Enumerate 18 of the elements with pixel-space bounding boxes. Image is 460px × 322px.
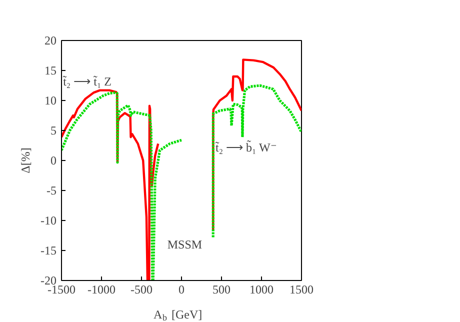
x-tick-label: 500 (212, 282, 230, 296)
y-tick-label: -5 (46, 184, 57, 198)
y-axis-title: Δ[%] (18, 148, 33, 174)
x-tick-label: 1000 (250, 282, 274, 296)
x-tick-label: -500 (130, 282, 152, 296)
annotation: t̃₂ ⟶ b̃₁ W⁻ (215, 139, 276, 154)
y-tick-label: 0 (50, 154, 56, 168)
y-tick-label: 20 (44, 34, 56, 48)
y-tick-label: 15 (44, 64, 56, 78)
x-tick-label: -1000 (88, 282, 116, 296)
x-tick-label: 0 (178, 282, 184, 296)
y-tick-label: -10 (40, 214, 57, 228)
annotation: t̃₂ ⟶ t̃₁ Z (62, 74, 112, 88)
y-tick-label: -15 (40, 244, 57, 258)
annotation: MSSM (167, 238, 202, 252)
x-tick-label: 1500 (290, 282, 314, 296)
y-tick-label: 10 (44, 94, 56, 108)
y-tick-label: 5 (50, 124, 56, 138)
